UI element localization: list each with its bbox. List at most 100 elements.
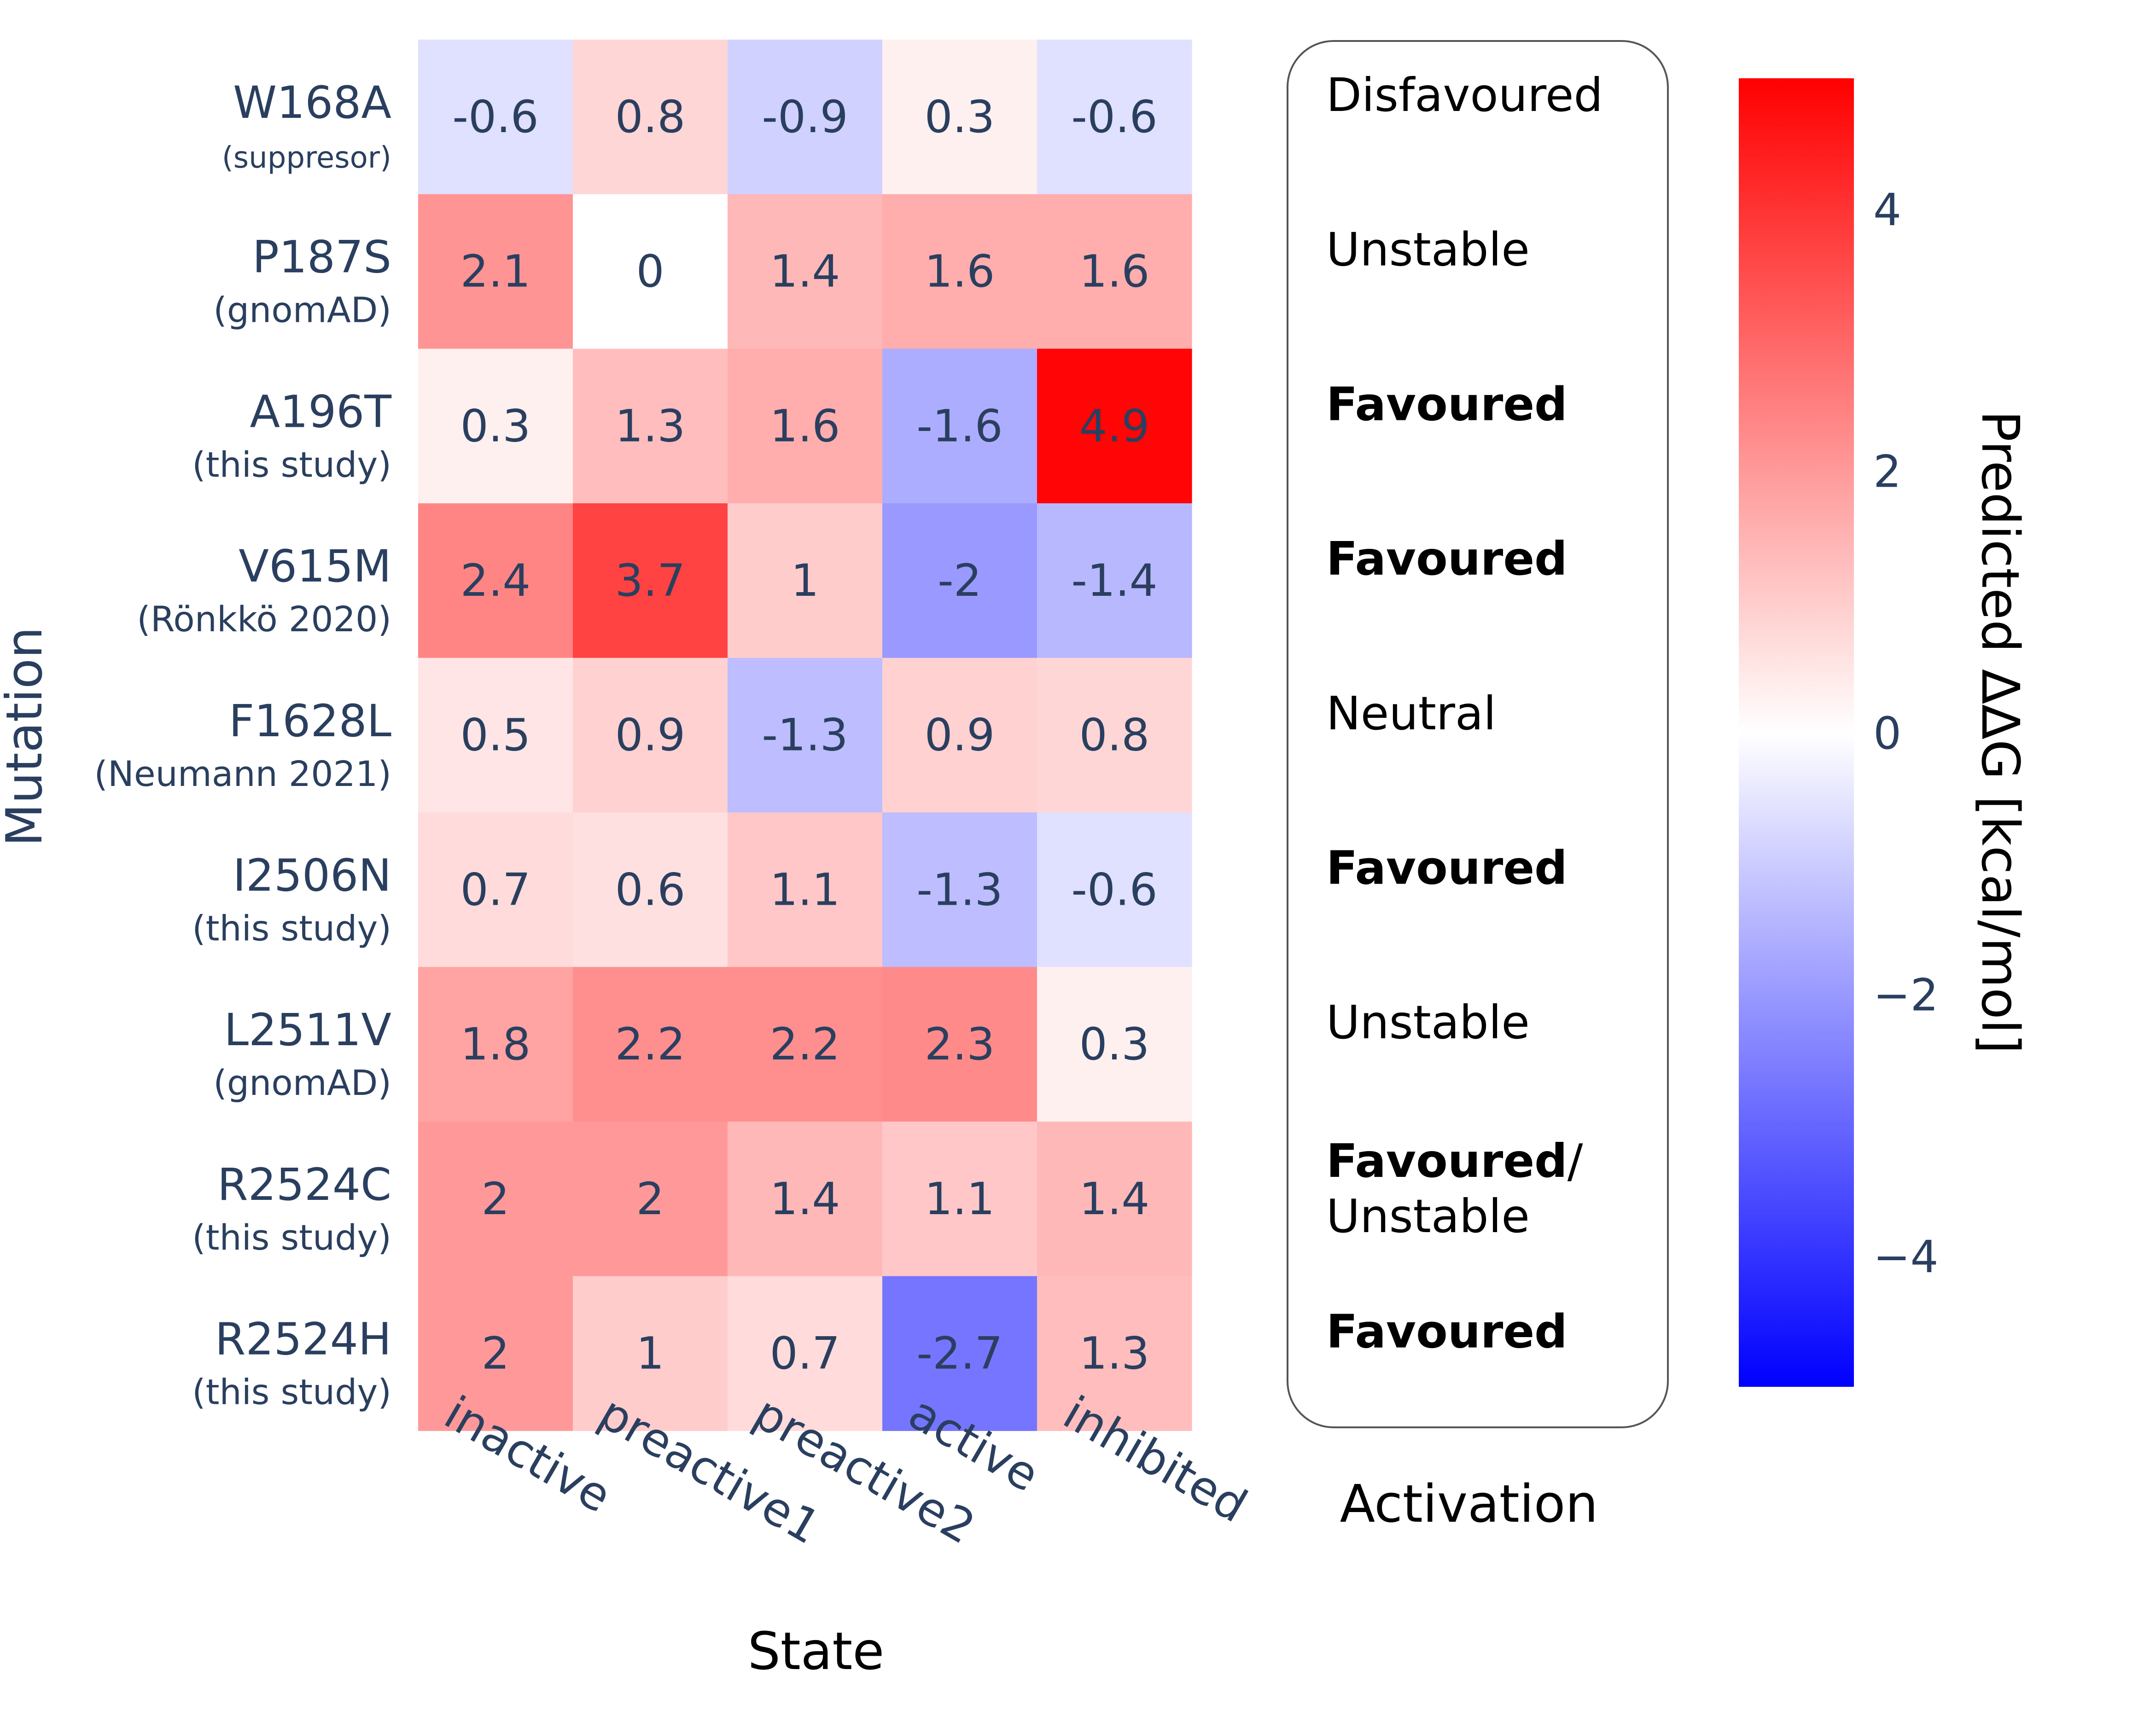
heatmap-cell	[882, 657, 1037, 813]
heatmap-cell	[882, 1276, 1037, 1431]
cell-value-label: -0.6	[1071, 864, 1157, 915]
cell-value-label: 0.8	[615, 91, 686, 143]
row-labels: W168A (suppresor) P187S (gnomAD) A196T (this …	[94, 77, 391, 1413]
heatmap-cell	[1037, 349, 1192, 504]
cell-value-label: 0.3	[460, 400, 531, 452]
cell-value-label: 0.7	[460, 864, 531, 915]
colorbar-title: Predicted ΔΔG [kcal/mol]	[1970, 410, 2030, 1053]
activation-labels: Disfavoured Unstable Favoured Favoured Neutr…	[1326, 68, 1603, 1359]
cell-value-label: 1.8	[460, 1018, 531, 1070]
cell-value-label: -1.6	[916, 400, 1002, 452]
row-label-mutation: W168A	[233, 77, 391, 128]
row-label-source: (gnomAD)	[213, 1062, 391, 1103]
cell-value-label: 0.7	[770, 1327, 840, 1379]
heatmap-cell	[728, 503, 883, 658]
heatmap-cell	[728, 1121, 883, 1277]
cell-value-label: 1.1	[925, 1173, 995, 1225]
cell-value-label: 2.3	[925, 1018, 995, 1070]
colorbar-tick-label: −2	[1873, 969, 1939, 1021]
heatmap-cell	[573, 503, 728, 658]
heatmap-cell	[1037, 194, 1192, 349]
row-label-mutation: I2506N	[233, 850, 391, 902]
heatmap-cell	[882, 194, 1037, 349]
colorbar-tick-label: 2	[1873, 446, 1901, 498]
heatmap-cell	[728, 812, 883, 967]
row-label-source: (this study)	[192, 444, 391, 485]
cell-value-label: 1	[636, 1327, 664, 1379]
colorbar-ticks: 4 2 0 −2 −4	[1873, 184, 1939, 1283]
heatmap-cell	[1037, 1121, 1192, 1277]
activation-label: Favoured	[1326, 377, 1567, 431]
cell-value-label: 2.4	[460, 555, 531, 606]
heatmap-cell	[573, 657, 728, 813]
colorbar	[1739, 78, 1854, 1387]
activation-label: Favoured	[1326, 841, 1567, 895]
heatmap-cell	[418, 503, 573, 658]
cell-value-label: 2.2	[770, 1018, 840, 1070]
cell-value-label: 2	[481, 1173, 509, 1225]
row-label-source: (Neumann 2021)	[94, 753, 391, 794]
heatmap-cell	[573, 194, 728, 349]
activation-label: Neutral	[1326, 687, 1496, 740]
row-label-source: (this study)	[192, 1217, 391, 1258]
row-label-source: (Rönkkö 2020)	[137, 599, 391, 640]
heatmap-cell	[418, 812, 573, 967]
heatmap-cell	[1037, 40, 1192, 195]
cell-value-label: -1.4	[1071, 555, 1157, 606]
row-label-source: (suppresor)	[222, 141, 391, 175]
heatmap-cell	[573, 1121, 728, 1277]
heatmap-cell	[418, 194, 573, 349]
cell-value-label: 2.2	[615, 1018, 686, 1070]
heatmap-cell	[418, 40, 573, 195]
cell-value-label: 2	[636, 1173, 664, 1225]
cell-value-label: 0.3	[925, 91, 995, 143]
cell-value-label: 1	[791, 555, 819, 606]
heatmap-cell	[573, 812, 728, 967]
cell-value-label: 2	[481, 1327, 509, 1379]
heatmap-cell	[882, 1121, 1037, 1277]
activation-label: Disfavoured	[1326, 68, 1603, 122]
cell-value-label: 1.4	[770, 246, 840, 297]
cell-value-label: 1.3	[615, 400, 686, 452]
y-axis-title: Mutation	[0, 627, 53, 846]
cell-value-label: 3.7	[615, 555, 686, 606]
cell-value-label: -1.3	[916, 864, 1002, 915]
cell-value-label: -0.6	[452, 91, 538, 143]
cell-value-label: -0.6	[1071, 91, 1157, 143]
cell-value-label: -2	[938, 555, 982, 606]
cell-value-label: 1.3	[1079, 1327, 1150, 1379]
heatmap-cell	[418, 349, 573, 504]
cell-value-label: 0.3	[1079, 1018, 1150, 1070]
row-label-mutation: R2524H	[215, 1314, 391, 1365]
heatmap-cell	[1037, 812, 1192, 967]
cell-value-label: 1.1	[770, 864, 840, 915]
cell-value-label: 0.6	[615, 864, 686, 915]
cell-value-label: 2.1	[460, 246, 531, 297]
heatmap-cell	[573, 349, 728, 504]
row-label-mutation: V615M	[239, 541, 391, 592]
activation-label-line2: Unstable	[1326, 1189, 1530, 1243]
row-label-source: (this study)	[192, 908, 391, 949]
colorbar-tick-label: −4	[1873, 1231, 1939, 1283]
activation-label: Favoured	[1326, 1305, 1567, 1359]
cell-value-label: 1.4	[770, 1173, 840, 1225]
activation-label: Favoured/	[1326, 1134, 1583, 1188]
heatmap-cell	[1037, 503, 1192, 658]
cell-value-label: 0.9	[925, 710, 995, 761]
heatmap-cell	[882, 40, 1037, 195]
activation-title: Activation	[1340, 1474, 1598, 1534]
heatmap-cell	[1037, 1276, 1192, 1431]
x-axis-title: State	[748, 1622, 884, 1681]
heatmap-cell	[882, 812, 1037, 967]
heatmap-cell	[418, 1276, 573, 1431]
heatmap-cell	[728, 349, 883, 504]
activation-box	[1287, 40, 1669, 1428]
heatmap-cell	[882, 503, 1037, 658]
heatmap-cell	[573, 967, 728, 1122]
cell-value-label: 0.8	[1079, 710, 1150, 761]
activation-label: Favoured	[1326, 532, 1567, 586]
cell-value-label: 1.6	[770, 400, 840, 452]
row-label-source: (this study)	[192, 1372, 391, 1413]
cell-value-label: -2.7	[916, 1327, 1002, 1379]
